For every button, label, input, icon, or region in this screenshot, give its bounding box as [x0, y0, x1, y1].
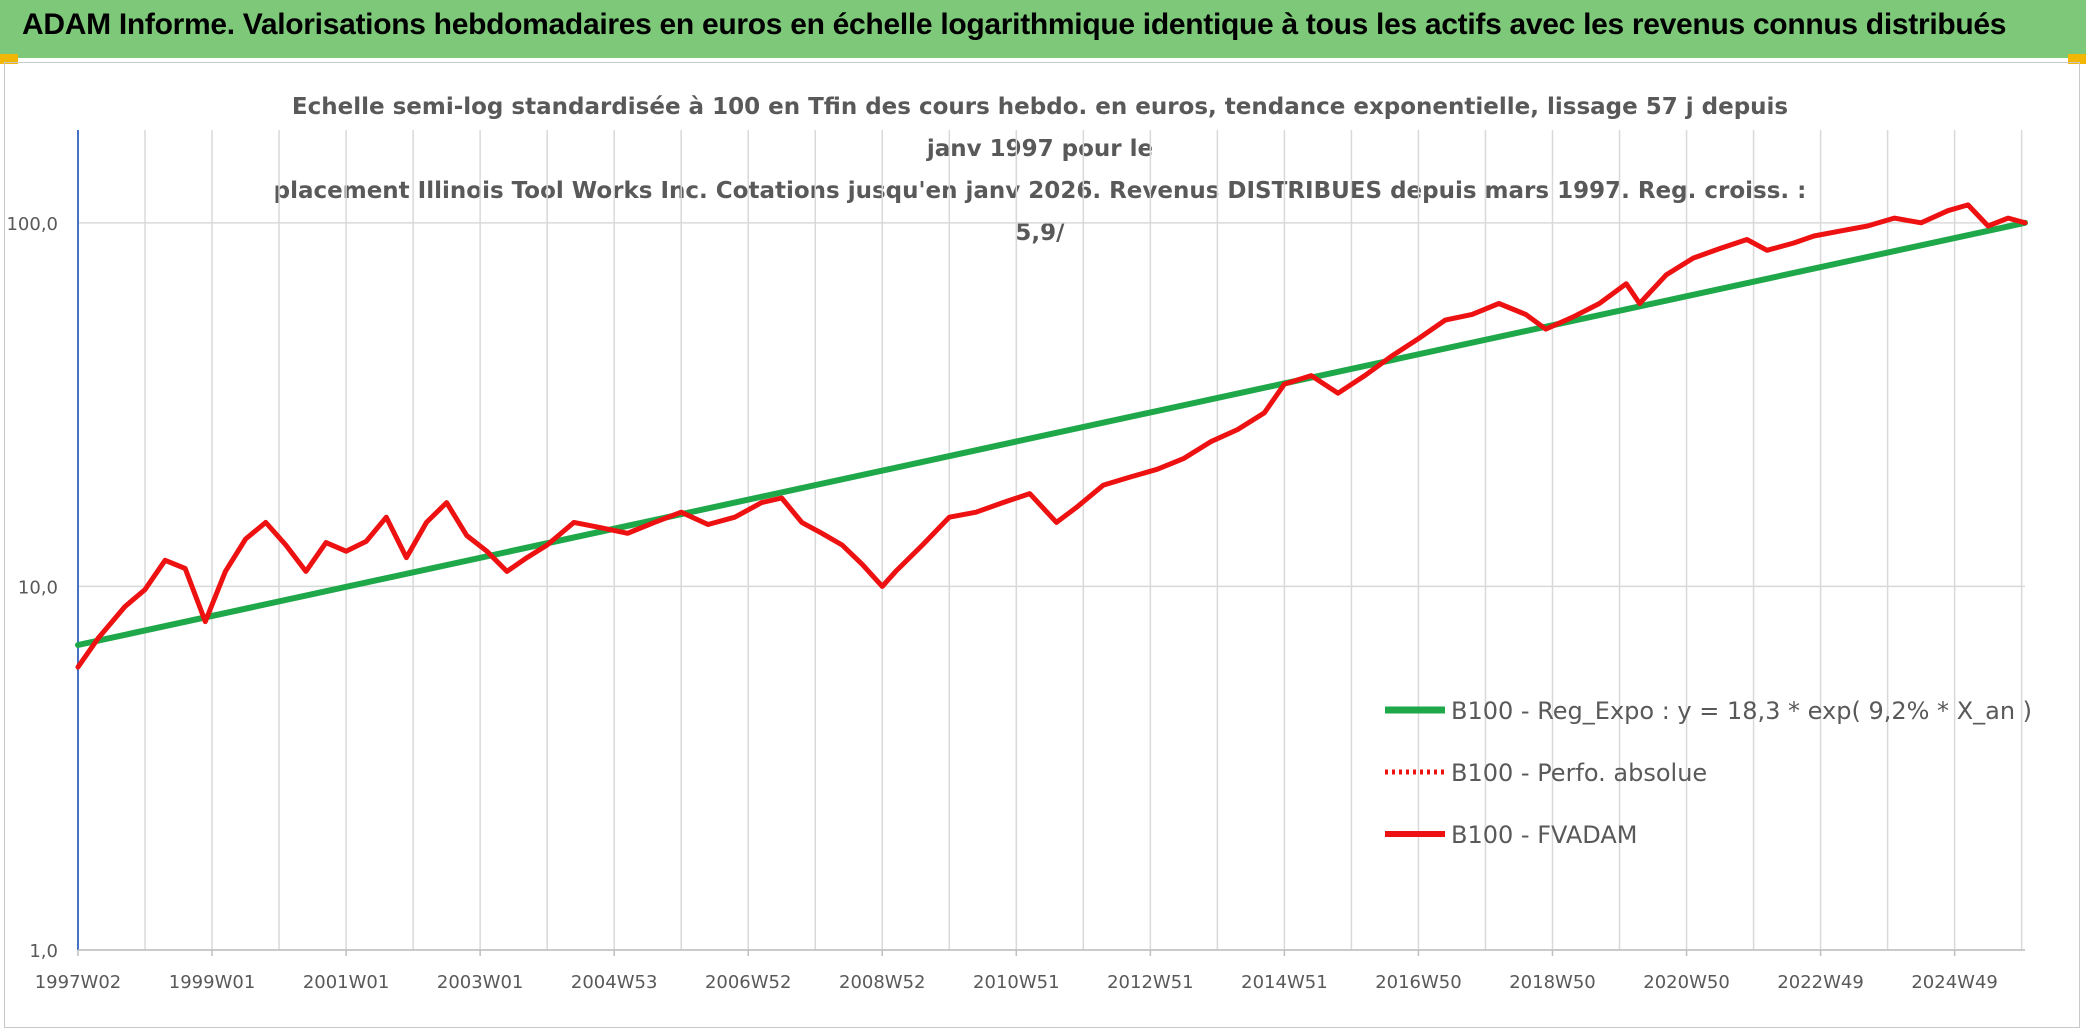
x-tick-label: 2014W51 [1241, 972, 1328, 993]
chart-title-line-1: Echelle semi-log standardisée à 100 en T… [291, 94, 1789, 162]
x-tick-label: 2012W51 [1107, 972, 1194, 993]
fvadam-line [75, 202, 2028, 670]
x-tick-label: 2003W01 [437, 972, 524, 993]
grid-lines [77, 130, 2025, 956]
y-tick-label: 1,0 [29, 941, 58, 962]
y-tick-label: 100,0 [6, 214, 58, 235]
legend-label: B100 - Perfo. absolue [1451, 759, 1707, 787]
trend-line [75, 219, 2028, 648]
chart-frame [4, 62, 2080, 1028]
legend: B100 - Reg_Expo : y = 18,3 * exp( 9,2% *… [1385, 697, 2032, 849]
x-tick-label: 2024W49 [1911, 972, 1998, 993]
series-layer [75, 202, 2028, 670]
chart-title-line-2: placement Illinois Tool Works Inc. Cotat… [273, 178, 1807, 246]
corner-marker-right [2068, 54, 2086, 64]
title-banner: ADAM Informe. Valorisations hebdomadaire… [0, 0, 2086, 58]
x-axis-ticks: 1997W02 1999W01 2001W01 2003W01 2004W53 2006W… [35, 972, 1998, 993]
x-tick-label: 2001W01 [303, 972, 390, 993]
chart-title: Echelle semi-log standardisée à 100 en T… [270, 86, 1810, 254]
x-tick-label: 2016W50 [1375, 972, 1462, 993]
legend-label: B100 - FVADAM [1451, 821, 1637, 849]
x-tick-label: 2022W49 [1777, 972, 1864, 993]
x-tick-label: 2004W53 [571, 972, 658, 993]
legend-label: B100 - Reg_Expo : y = 18,3 * exp( 9,2% *… [1451, 697, 2032, 725]
y-axis-ticks: 1,0 10,0 100,0 [6, 214, 58, 962]
x-tick-label: 2006W52 [705, 972, 792, 993]
x-tick-label: 2018W50 [1509, 972, 1596, 993]
x-tick-label: 2020W50 [1643, 972, 1730, 993]
x-tick-label: 1999W01 [169, 972, 256, 993]
x-tick-label: 2008W52 [839, 972, 926, 993]
corner-marker-left [0, 54, 18, 64]
x-tick-label: 1997W02 [35, 972, 122, 993]
report-title: ADAM Informe. Valorisations hebdomadaire… [22, 8, 2007, 41]
x-tick-label: 2010W51 [973, 972, 1060, 993]
y-tick-label: 10,0 [18, 577, 58, 598]
